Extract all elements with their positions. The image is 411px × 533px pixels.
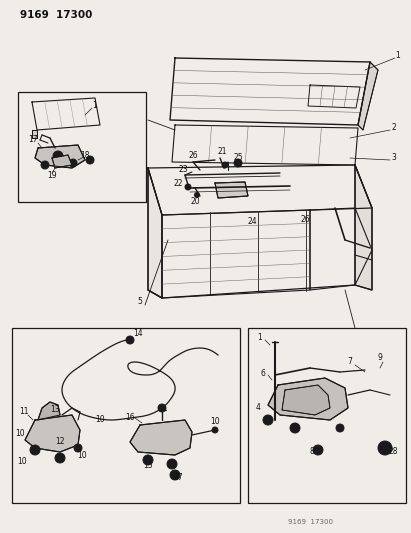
Bar — [12, 328, 240, 503]
Circle shape — [263, 415, 273, 425]
Text: 16: 16 — [125, 414, 135, 423]
Text: 18: 18 — [80, 150, 90, 159]
Circle shape — [266, 418, 270, 422]
Text: 9: 9 — [378, 353, 383, 362]
Text: 9169  17300: 9169 17300 — [288, 519, 332, 525]
Circle shape — [41, 161, 49, 169]
Circle shape — [194, 192, 199, 198]
Circle shape — [173, 473, 177, 477]
Text: 17: 17 — [28, 135, 38, 144]
Text: 5: 5 — [138, 297, 143, 306]
Text: 4: 4 — [256, 403, 261, 413]
Text: 21: 21 — [217, 148, 227, 157]
Polygon shape — [130, 420, 192, 455]
Text: 1: 1 — [92, 101, 97, 109]
Circle shape — [55, 453, 65, 463]
Circle shape — [170, 462, 174, 466]
Circle shape — [290, 423, 300, 433]
Circle shape — [170, 470, 180, 480]
Circle shape — [234, 159, 242, 167]
Text: 25: 25 — [233, 152, 243, 161]
Circle shape — [76, 446, 80, 450]
Circle shape — [146, 458, 150, 462]
Bar — [18, 92, 146, 202]
Text: 6: 6 — [261, 368, 266, 377]
Circle shape — [44, 164, 46, 166]
Text: 1: 1 — [258, 334, 262, 343]
Polygon shape — [282, 385, 330, 415]
Circle shape — [158, 404, 166, 412]
Text: 28: 28 — [388, 448, 398, 456]
Circle shape — [383, 446, 387, 450]
Text: 10: 10 — [210, 417, 220, 426]
Circle shape — [53, 151, 63, 161]
Circle shape — [336, 424, 344, 432]
Text: 10: 10 — [15, 429, 25, 438]
Circle shape — [378, 441, 392, 455]
Circle shape — [313, 445, 323, 455]
Text: 13: 13 — [50, 406, 60, 415]
Circle shape — [74, 444, 82, 452]
Polygon shape — [355, 165, 372, 290]
Circle shape — [339, 426, 342, 430]
Circle shape — [72, 161, 74, 165]
Text: 10: 10 — [77, 450, 87, 459]
Circle shape — [88, 158, 92, 161]
Text: 15: 15 — [143, 461, 153, 470]
Circle shape — [187, 185, 189, 189]
Circle shape — [128, 338, 132, 342]
Circle shape — [222, 162, 228, 168]
Polygon shape — [35, 145, 85, 168]
Text: 9169  17300: 9169 17300 — [20, 10, 92, 20]
Polygon shape — [358, 62, 378, 130]
Polygon shape — [215, 182, 248, 198]
Text: 10: 10 — [95, 416, 105, 424]
Polygon shape — [268, 378, 348, 420]
Polygon shape — [148, 168, 162, 298]
Text: 23: 23 — [178, 166, 188, 174]
Circle shape — [56, 154, 60, 158]
Circle shape — [58, 456, 62, 460]
Circle shape — [316, 448, 320, 452]
Text: 12: 12 — [55, 438, 65, 447]
Circle shape — [30, 445, 40, 455]
Circle shape — [293, 426, 297, 430]
Bar — [248, 328, 406, 503]
Text: 2: 2 — [392, 124, 396, 133]
Text: 19: 19 — [47, 171, 57, 180]
Polygon shape — [52, 155, 72, 168]
Circle shape — [33, 448, 37, 452]
Text: 22: 22 — [173, 179, 183, 188]
Circle shape — [69, 159, 77, 167]
Text: 26: 26 — [300, 215, 310, 224]
Circle shape — [167, 459, 177, 469]
Text: 27: 27 — [173, 473, 183, 482]
Text: 3: 3 — [392, 154, 397, 163]
Circle shape — [143, 455, 153, 465]
Text: 10: 10 — [17, 457, 27, 466]
Text: 7: 7 — [348, 358, 353, 367]
Text: 24: 24 — [247, 217, 257, 227]
Text: 20: 20 — [190, 198, 200, 206]
Circle shape — [212, 427, 218, 433]
Circle shape — [185, 184, 191, 190]
Polygon shape — [25, 415, 80, 452]
Circle shape — [86, 156, 94, 164]
Circle shape — [381, 444, 389, 452]
Text: 1: 1 — [396, 52, 400, 61]
Text: 11: 11 — [19, 408, 29, 416]
Text: 26: 26 — [188, 150, 198, 159]
Text: 14: 14 — [133, 328, 143, 337]
Circle shape — [126, 336, 134, 344]
Polygon shape — [32, 130, 37, 138]
Text: 8: 8 — [309, 448, 314, 456]
Polygon shape — [38, 402, 60, 420]
